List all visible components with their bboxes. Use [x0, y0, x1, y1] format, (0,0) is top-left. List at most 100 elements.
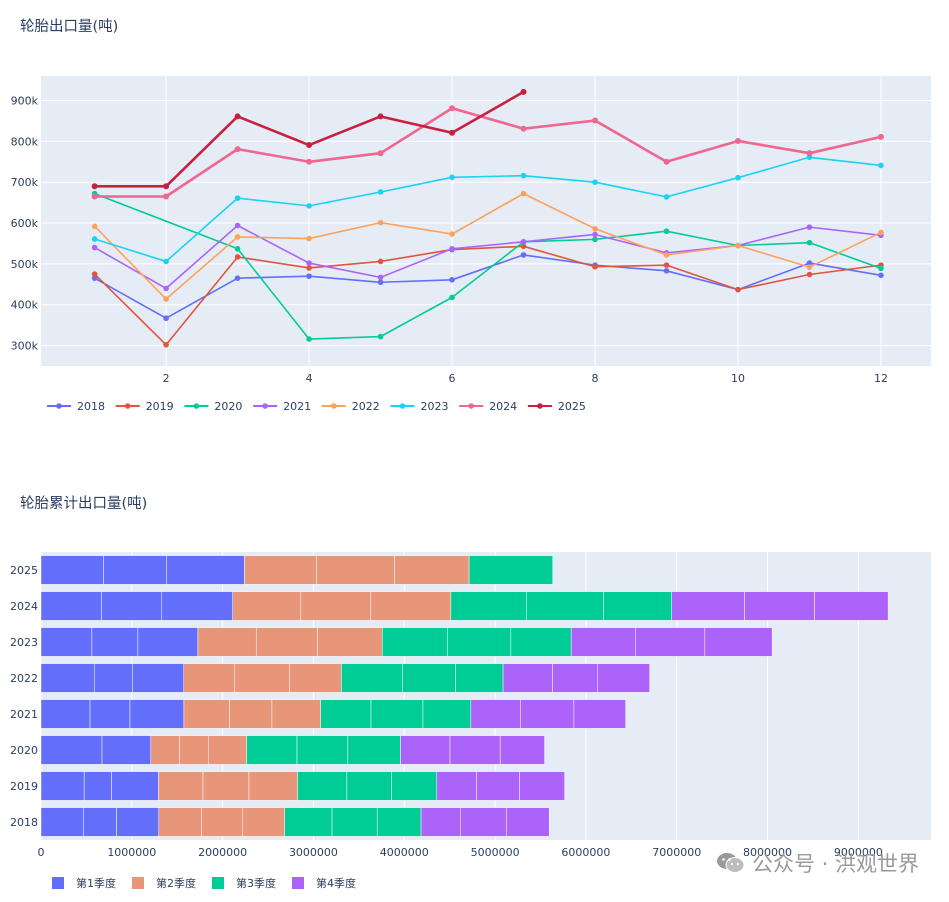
data-point-2023 — [806, 154, 813, 161]
legend-marker — [399, 403, 406, 409]
data-point-2025 — [234, 113, 241, 120]
y-tick-label: 2025 — [10, 564, 38, 577]
data-point-2022 — [878, 229, 884, 236]
bar-segment-第2季度 — [183, 663, 236, 693]
bar-segment-第2季度 — [271, 699, 321, 729]
x-tick-label: 4000000 — [380, 846, 429, 859]
bar-segment-第1季度 — [129, 699, 185, 729]
data-point-2023 — [878, 162, 884, 169]
wechat-icon — [716, 852, 746, 874]
bar-segment-第1季度 — [40, 771, 85, 801]
data-point-2023 — [592, 179, 598, 185]
bar-segment-第4季度 — [520, 699, 575, 729]
x-tick-label: 1000000 — [107, 846, 156, 859]
bar-segment-第2季度 — [234, 663, 290, 693]
data-point-2023 — [520, 172, 527, 179]
legend-item-2024: 2024 — [459, 400, 517, 413]
data-point-2022 — [520, 190, 527, 197]
bar-segment-第4季度 — [570, 627, 637, 657]
legend-marker — [262, 403, 268, 409]
bar-segment-第1季度 — [40, 663, 96, 693]
legend-swatch — [212, 877, 224, 889]
y-tick-label: 500k — [11, 258, 39, 271]
data-point-2023 — [306, 203, 312, 209]
bar-segment-第2季度 — [150, 735, 180, 765]
x-tick-label: 7000000 — [652, 846, 701, 859]
bar-segment-第3季度 — [510, 627, 572, 657]
series-line-2019 — [94, 245, 882, 346]
legend-marker — [193, 403, 200, 409]
bar-segment-第1季度 — [166, 555, 245, 585]
bar-segment-第4季度 — [506, 807, 550, 837]
y-tick-label: 600k — [11, 217, 39, 230]
bar-segment-第2季度 — [370, 591, 452, 621]
data-point-2022 — [306, 235, 312, 242]
legend-marker — [56, 403, 62, 409]
data-point-2019 — [663, 262, 670, 268]
bar-segment-第1季度 — [40, 699, 91, 729]
legend-item-第1季度: 第1季度 — [52, 876, 116, 890]
legend-marker — [468, 403, 475, 409]
data-point-2019 — [91, 271, 98, 277]
bar-segment-第3季度 — [382, 627, 448, 657]
bar-segment-第1季度 — [40, 591, 102, 621]
bar-segment-第4季度 — [573, 699, 626, 729]
bar-segment-第2季度 — [229, 699, 273, 729]
bar-segment-第4季度 — [476, 771, 520, 801]
data-point-2022 — [91, 223, 98, 230]
bar-segment-第3季度 — [468, 555, 553, 585]
bar-segment-第1季度 — [40, 555, 104, 585]
bar-segment-第4季度 — [671, 591, 745, 621]
y-tick-label: 700k — [11, 176, 39, 189]
data-point-2025 — [377, 113, 384, 120]
bar-segment-第3季度 — [296, 735, 349, 765]
data-point-2023 — [91, 236, 98, 242]
watermark-text: 公众号 · 洪观世界 — [751, 852, 919, 876]
data-point-2020 — [592, 236, 598, 243]
bar-segment-第2季度 — [197, 627, 257, 657]
data-point-2021 — [377, 274, 384, 281]
x-tick-label: 8000000 — [743, 846, 792, 859]
bar-chart-title: 轮胎累计出口量(吨) — [20, 496, 148, 512]
bar-segment-第3季度 — [376, 807, 422, 837]
y-tick-label: 2019 — [10, 780, 38, 793]
data-point-2024 — [592, 117, 599, 124]
series-line-2018 — [94, 254, 882, 320]
data-point-2022 — [449, 231, 455, 237]
bar-segment-第3季度 — [297, 771, 348, 801]
bar-segment-第2季度 — [289, 663, 342, 693]
data-point-2018 — [806, 260, 813, 266]
data-point-2024 — [877, 133, 884, 140]
data-point-2018 — [449, 277, 455, 283]
bar-segment-第4季度 — [502, 663, 553, 693]
legend-label: 2024 — [489, 400, 517, 413]
bar-segment-第3季度 — [391, 771, 438, 801]
bar-segment-第2季度 — [255, 627, 318, 657]
data-point-2021 — [520, 239, 527, 245]
y-tick-label: 400k — [11, 299, 39, 312]
data-point-2022 — [163, 296, 169, 302]
bar-segment-第3季度 — [284, 807, 333, 837]
data-point-2024 — [234, 146, 241, 153]
data-point-2020 — [806, 239, 813, 246]
data-point-2024 — [449, 105, 456, 112]
x-tick-label: 9000000 — [834, 846, 883, 859]
data-point-2023 — [377, 189, 384, 195]
bar-segment-第3季度 — [447, 627, 512, 657]
bar-segment-第2季度 — [317, 627, 383, 657]
legend-swatch — [132, 877, 144, 889]
y-tick-label: 900k — [11, 95, 39, 108]
data-point-2025 — [91, 183, 98, 190]
y-tick-label: 2021 — [10, 708, 38, 721]
legend-label: 2025 — [558, 400, 586, 413]
data-point-2021 — [806, 224, 813, 230]
data-point-2021 — [306, 260, 312, 266]
x-tick-label: 5000000 — [471, 846, 520, 859]
bar-segment-第1季度 — [103, 555, 167, 585]
data-point-2023 — [449, 174, 455, 181]
data-point-2024 — [91, 193, 98, 200]
bar-segment-第3季度 — [246, 735, 298, 765]
y-tick-label: 2018 — [10, 816, 38, 829]
bar-segment-第4季度 — [449, 735, 501, 765]
data-point-2023 — [163, 258, 169, 265]
